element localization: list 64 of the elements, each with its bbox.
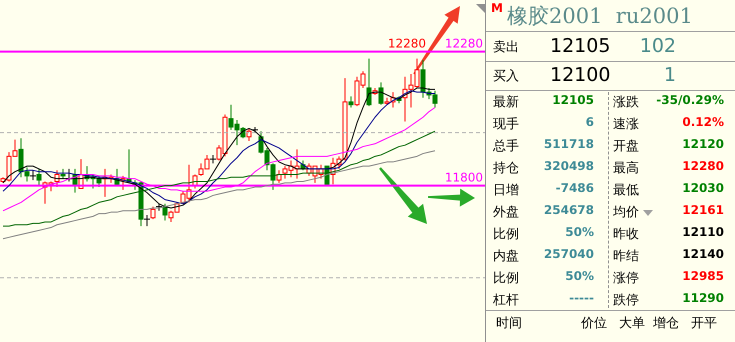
text: M bbox=[491, 1, 503, 15]
text: 1 bbox=[664, 64, 676, 86]
text: 50% bbox=[565, 269, 594, 283]
candlestick bbox=[246, 128, 252, 142]
text: -35/0.29% bbox=[656, 93, 724, 107]
text: 橡胶2001 ru2001 bbox=[507, 3, 693, 30]
text: 254678 bbox=[544, 203, 594, 217]
text: 320498 bbox=[544, 159, 594, 173]
text: 买入 bbox=[493, 68, 519, 85]
text: 12030 bbox=[682, 181, 724, 195]
text: 均价 bbox=[613, 204, 639, 221]
text: 速涨 bbox=[613, 116, 639, 133]
text: 比例 bbox=[493, 226, 519, 243]
text: 511718 bbox=[544, 137, 594, 151]
candlestick bbox=[36, 168, 42, 186]
text: 杠杆 bbox=[493, 292, 519, 309]
text: 12100 bbox=[550, 64, 610, 86]
text: 最新 bbox=[493, 94, 519, 111]
text: 开盘 bbox=[613, 138, 639, 155]
annotation: 12280 bbox=[388, 36, 426, 51]
text: 12105 bbox=[552, 93, 594, 107]
ref-line-label: 11800 bbox=[444, 170, 483, 185]
text: 12140 bbox=[682, 247, 724, 261]
text: 日增 bbox=[493, 182, 519, 199]
text: 持仓 bbox=[493, 160, 519, 177]
text: 内盘 bbox=[493, 248, 519, 265]
text: 12110 bbox=[682, 225, 724, 239]
text: 外盘 bbox=[493, 204, 519, 221]
text: 昨收 bbox=[613, 226, 639, 243]
text: 开平 bbox=[691, 315, 717, 332]
candlestick bbox=[60, 168, 66, 180]
text: 时间 bbox=[496, 315, 522, 332]
text: 11290 bbox=[682, 291, 724, 305]
text: 257040 bbox=[544, 247, 594, 261]
text: 现手 bbox=[493, 116, 519, 133]
text: 50% bbox=[565, 225, 594, 239]
text: 6 bbox=[586, 115, 594, 129]
text: 增仓 bbox=[653, 315, 679, 332]
candlestick bbox=[348, 96, 354, 108]
candlestick bbox=[366, 58, 372, 107]
text: 12161 bbox=[682, 203, 724, 217]
candlestick bbox=[150, 206, 156, 220]
text: 涨跌 bbox=[613, 94, 639, 111]
text: 比例 bbox=[493, 270, 519, 287]
text: 价位 bbox=[581, 315, 607, 332]
text: 12985 bbox=[682, 269, 724, 283]
text: 总手 bbox=[493, 138, 519, 155]
text: -7486 bbox=[556, 181, 594, 195]
text: 最高 bbox=[613, 160, 639, 177]
text: 大单 bbox=[619, 315, 645, 332]
ref-line-label: 12280 bbox=[444, 36, 483, 51]
text: 最低 bbox=[613, 182, 639, 199]
candlestick bbox=[378, 82, 384, 106]
text: 0.12% bbox=[682, 115, 724, 129]
text: 跌停 bbox=[613, 292, 639, 309]
text: 昨结 bbox=[613, 248, 639, 265]
text: 12120 bbox=[682, 137, 724, 151]
text: 12105 bbox=[550, 35, 610, 57]
text: 12280 bbox=[682, 159, 724, 173]
candlestick bbox=[54, 170, 60, 188]
text: 102 bbox=[640, 35, 676, 57]
text: ----- bbox=[569, 291, 594, 305]
text: 卖出 bbox=[493, 39, 519, 56]
text: 涨停 bbox=[613, 270, 639, 287]
